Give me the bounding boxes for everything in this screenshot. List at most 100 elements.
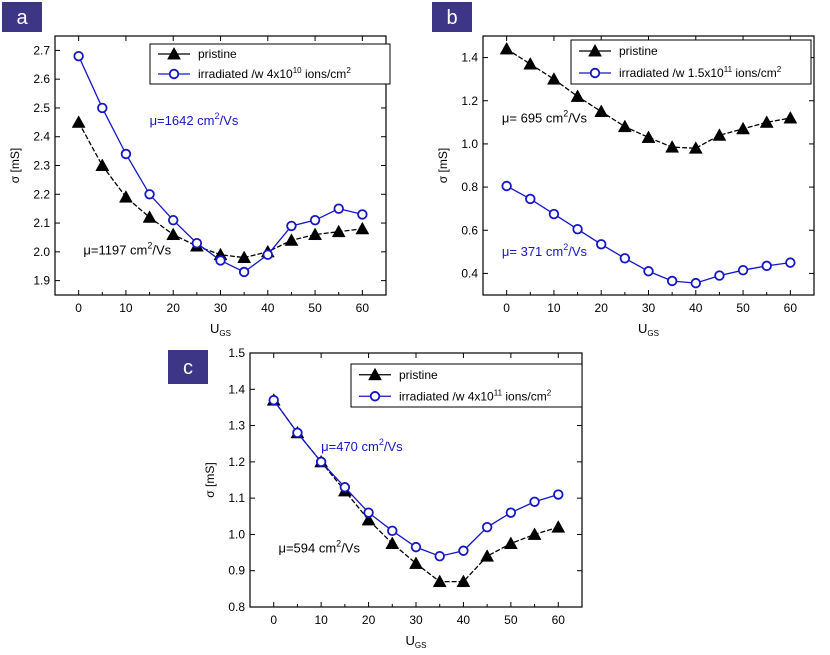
x-tick-label: 40	[689, 301, 703, 315]
x-tick-label: 40	[261, 301, 275, 315]
data-point	[714, 270, 725, 281]
data-point	[238, 266, 250, 278]
legend-box	[570, 39, 812, 85]
data-point	[527, 527, 542, 540]
data-point	[73, 50, 84, 62]
data-point	[572, 223, 583, 235]
data-point	[315, 456, 327, 468]
x-tick-label: 20	[362, 613, 376, 627]
y-tick-label: 1.5	[228, 346, 245, 360]
panel-c: c 0 10 20 30 40 50 60 0.8 0.9 1.0 1.1 1.2 1.3 1.4 1.5 UG…	[168, 346, 583, 650]
legend-entry: irradiated /w 4x1010 ions/cm2	[198, 66, 351, 81]
legend-marker	[588, 43, 602, 57]
data-point	[355, 221, 370, 235]
data-point	[363, 507, 374, 518]
x-axis-label: UGS	[638, 321, 659, 338]
panel-label: a	[16, 7, 28, 29]
x-axis-label: UGS	[210, 321, 231, 338]
x-tick-label: 20	[595, 301, 609, 315]
data-point	[761, 260, 772, 272]
data-point	[505, 507, 517, 518]
data-point	[499, 41, 514, 55]
x-tick-label: 50	[308, 301, 322, 315]
y-axis-label: σ [mS]	[436, 148, 450, 183]
data-point	[551, 520, 566, 533]
data-point	[410, 541, 422, 553]
panel-label: b	[446, 7, 457, 29]
data-point	[409, 556, 423, 569]
data-point	[643, 266, 654, 277]
data-point	[641, 130, 656, 143]
legend-entry: pristine	[619, 44, 658, 58]
x-tick-label: 30	[214, 301, 228, 315]
data-point	[434, 551, 445, 562]
y-tick-label: 2.2	[33, 187, 50, 201]
data-point	[481, 521, 493, 533]
x-tick-label: 60	[552, 613, 566, 627]
x-tick-label: 50	[504, 613, 518, 627]
panel-a: a 0 10 20 30 40 50 60 1.9 2.0 2.1 2.2 2.3 2.4 2.5 2.6 2.…	[2, 2, 391, 338]
y-tick-label: 1.1	[228, 491, 245, 505]
data-point	[268, 394, 279, 406]
mobility-annotation: μ= 371 cm2/Vs	[502, 242, 588, 259]
y-axis-label: σ [mS]	[203, 462, 217, 497]
data-point	[712, 128, 727, 141]
panel-label-box	[2, 2, 42, 32]
data-point	[144, 189, 155, 200]
data-point	[385, 536, 400, 549]
data-point	[284, 233, 299, 246]
y-tick-label: 2.7	[33, 43, 50, 57]
data-point	[168, 214, 179, 226]
y-tick-label: 2.1	[33, 216, 50, 230]
y-tick-label: 2.6	[33, 72, 50, 86]
data-point	[503, 536, 518, 549]
legend: pristine irradiated /w 4x1010 ions/cm2	[149, 43, 391, 85]
data-point	[97, 102, 108, 114]
x-tick-label: 60	[784, 301, 798, 315]
series-pristine	[266, 393, 566, 588]
data-point	[331, 224, 346, 238]
data-point	[456, 574, 471, 588]
data-point	[387, 525, 398, 537]
y-tick-label: 0.8	[228, 600, 245, 614]
series-irradiated	[501, 180, 796, 289]
data-point	[529, 496, 540, 507]
x-tick-label: 40	[457, 613, 471, 627]
data-point	[308, 227, 322, 241]
data-point	[119, 190, 133, 203]
mobility-annotation: μ= 695 cm2/Vs	[502, 108, 588, 125]
series-irradiated	[73, 50, 368, 278]
data-point	[737, 264, 749, 276]
x-tick-label: 30	[409, 613, 423, 627]
data-point	[553, 489, 564, 500]
legend-marker	[167, 46, 181, 60]
data-point	[596, 239, 607, 250]
data-point	[736, 121, 750, 135]
y-tick-label: 1.3	[228, 419, 245, 433]
data-point	[759, 115, 774, 128]
data-point	[690, 277, 701, 289]
mobility-annotation: μ=470 cm2/Vs	[321, 437, 403, 454]
y-tick-label: 2.0	[33, 245, 50, 259]
x-axis-label: UGS	[406, 633, 427, 650]
data-point	[594, 104, 609, 117]
data-point	[286, 220, 297, 232]
y-tick-label: 0.4	[461, 266, 478, 280]
data-point	[547, 72, 561, 85]
data-point	[237, 250, 252, 264]
y-tick-label: 1.2	[461, 94, 478, 108]
data-point	[523, 57, 538, 70]
x-tick-label: 10	[547, 301, 561, 315]
series-pristine	[499, 41, 798, 154]
data-point	[617, 119, 632, 133]
data-point	[292, 427, 303, 439]
data-point	[262, 249, 273, 260]
data-point	[71, 115, 86, 128]
data-point	[333, 203, 344, 214]
x-tick-label: 30	[642, 301, 656, 315]
legend: pristine irradiated /w 4x1011 ions/cm2	[350, 363, 583, 408]
series-pristine	[71, 115, 370, 264]
legend-marker	[589, 67, 601, 79]
data-point	[783, 111, 798, 124]
data-point	[95, 158, 110, 171]
